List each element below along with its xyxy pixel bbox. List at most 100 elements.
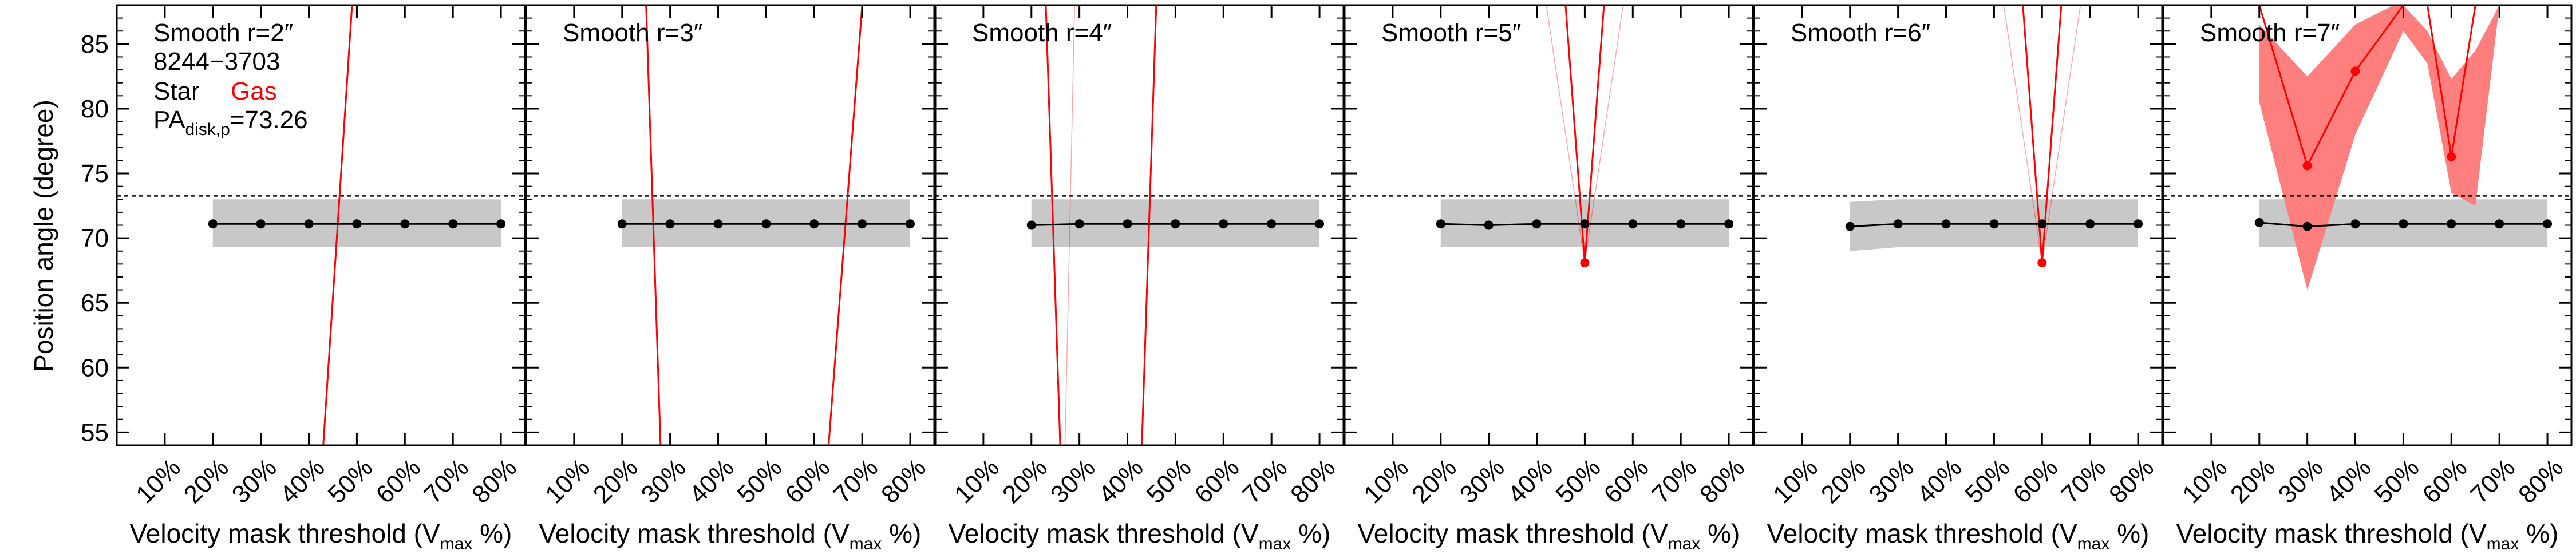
x-tick-label: 80%: [1285, 453, 1341, 509]
panel-1: 10%20%30%40%50%60%70%80% 55 60 65 70 75 80 85 Ve…: [81, 4, 526, 553]
gas-line-2: [827, 5, 863, 445]
gas-line-1: [645, 5, 662, 445]
gas-line-2: [2041, 5, 2063, 263]
x-tick-label: 40%: [2321, 453, 2377, 509]
x-tick-label: 70%: [1646, 453, 1702, 509]
gas-line-3: [1064, 5, 1076, 445]
legend-annotation: 8244−3703 Star Gas PAdisk,p=73.26: [153, 48, 308, 139]
star-point: [809, 219, 819, 229]
star-point: [1484, 220, 1494, 230]
star-point: [448, 219, 458, 229]
x-tick-label: 10%: [949, 453, 1005, 509]
x-axis-title-subscript: max: [850, 535, 882, 553]
gas-point: [2302, 161, 2312, 171]
x-axis-title-main: Velocity mask threshold (V: [2176, 519, 2487, 548]
x-tick-label: 10%: [2177, 453, 2233, 509]
star-point: [906, 219, 915, 229]
x-axis-title-main: Velocity mask threshold (V: [539, 519, 850, 548]
x-tick-label: 50%: [1551, 453, 1606, 509]
panel-2: 10%20%30%40%50%60%70%80% Velocity mask th…: [525, 4, 935, 553]
y-tick-label: 70: [81, 224, 109, 252]
x-tick-label: 60%: [2008, 453, 2063, 509]
x-axis-title-main: Velocity mask threshold (V: [949, 519, 1259, 548]
x-tick-label: 30%: [2273, 453, 2329, 509]
star-point: [2302, 221, 2312, 231]
x-tick-label: 60%: [370, 453, 426, 509]
x-tick-label: 40%: [1912, 453, 1967, 509]
star-point: [1724, 219, 1734, 229]
star-point: [304, 219, 314, 229]
x-tick-label: 50%: [1141, 453, 1197, 509]
panel-4: 10%20%30%40%50%60%70%80% Velocity mask th…: [1344, 4, 1754, 553]
x-tick-label: 70%: [828, 453, 883, 509]
x-axis-title-tail: %): [1291, 519, 1330, 548]
star-point: [496, 219, 506, 229]
y-tick-label: 80: [81, 95, 109, 123]
y-tick-label: 55: [81, 418, 109, 446]
panels-layer: 10%20%30%40%50%60%70%80%55606570758085Ve…: [81, 4, 2573, 553]
star-point: [1989, 219, 1999, 229]
star-point: [208, 219, 218, 229]
gas-line-1: [1564, 5, 1586, 263]
star-point: [1628, 219, 1638, 229]
x-tick-label: 70%: [418, 453, 474, 509]
x-axis-title: Velocity mask threshold (Vmax %): [1358, 519, 1740, 553]
x-tick-label: 70%: [1237, 453, 1293, 509]
gas-line-4: [2041, 5, 2081, 263]
panel-plot-area: [1754, 5, 2162, 268]
x-tick-label: 50%: [732, 453, 788, 509]
x-axis-title-subscript: max: [2077, 535, 2110, 553]
panel-3: 10%20%30%40%50%60%70%80% Velocity mask th…: [934, 4, 1345, 553]
panel-plot-area: [526, 5, 934, 445]
pa-value: =73.26: [230, 106, 308, 134]
y-tick-label: 75: [81, 160, 109, 188]
panel-plot-area: [1345, 5, 1753, 268]
star-point: [1074, 219, 1084, 229]
star-point: [1941, 219, 1951, 229]
x-axis-title-main: Velocity mask threshold (V: [1767, 519, 2077, 548]
star-point: [617, 219, 627, 229]
x-tick-label: 80%: [467, 453, 522, 509]
x-axis-title-tail: %): [2519, 519, 2558, 548]
star-point: [1123, 219, 1132, 229]
x-axis-title-main: Velocity mask threshold (V: [1358, 519, 1668, 548]
gas-line-1: [2258, 5, 2404, 168]
x-tick-label: 20%: [997, 453, 1053, 509]
gas-line-2: [1141, 5, 1157, 445]
gas-point: [2037, 258, 2047, 268]
star-point: [2350, 219, 2360, 229]
y-axis-title: Position angle (degree): [29, 100, 58, 372]
gas-line-1: [2022, 5, 2043, 263]
star-point: [1436, 219, 1445, 229]
gas-line-4: [1584, 5, 1624, 263]
panel-6: 10%20%30%40%50%60%70%80% Velocity mask th…: [2162, 4, 2573, 553]
x-axis-title: Velocity mask threshold (Vmax %): [130, 519, 512, 553]
star-point: [1315, 219, 1325, 229]
panel-plot-area: [2163, 5, 2571, 290]
gas-point: [1580, 258, 1590, 268]
x-tick-label: 70%: [2465, 453, 2520, 509]
y-tick-label: 60: [81, 354, 109, 382]
x-axis-title: Velocity mask threshold (Vmax %): [2176, 519, 2559, 553]
x-tick-label: 80%: [876, 453, 931, 509]
star-point: [2134, 219, 2143, 229]
x-tick-label: 10%: [540, 453, 595, 509]
panel-plot-area: [935, 5, 1344, 445]
x-tick-label: 40%: [275, 453, 330, 509]
star-point: [2447, 219, 2456, 229]
star-point: [1676, 219, 1686, 229]
gas-line-3: [1546, 5, 1586, 263]
star-point: [1026, 220, 1036, 230]
star-point: [1267, 219, 1277, 229]
x-tick-label: 80%: [2104, 453, 2159, 509]
y-tick-label: 65: [81, 289, 109, 317]
x-tick-label: 10%: [1768, 453, 1823, 509]
x-axis-title: Velocity mask threshold (Vmax %): [1767, 519, 2150, 553]
panel-5: 10%20%30%40%50%60%70%80% Velocity mask th…: [1753, 4, 2163, 553]
x-tick-label: 80%: [2513, 453, 2569, 509]
star-point: [352, 219, 362, 229]
x-tick-label: 20%: [179, 453, 234, 509]
y-tick-label: 85: [81, 30, 109, 58]
x-tick-label: 60%: [1189, 453, 1244, 509]
